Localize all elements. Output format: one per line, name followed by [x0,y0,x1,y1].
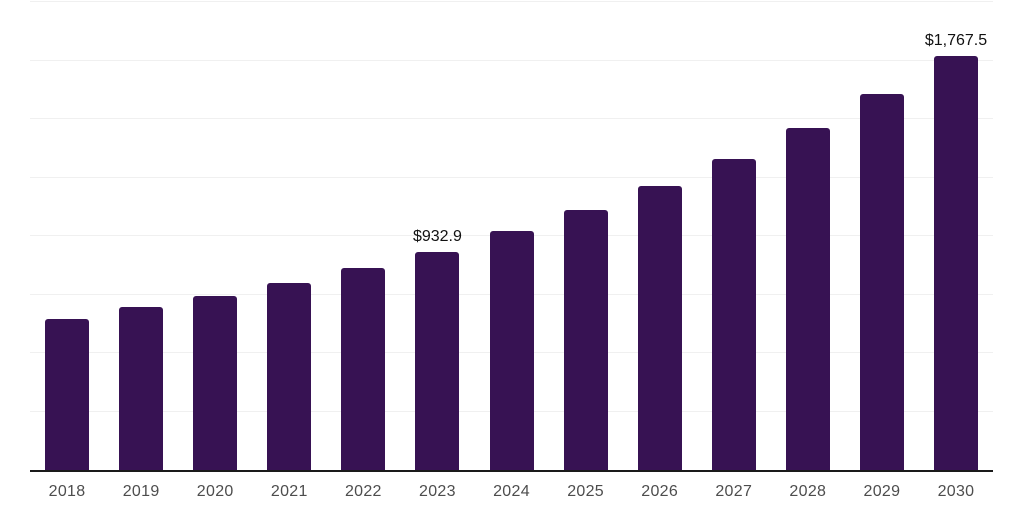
x-tick-2023: 2023 [419,483,456,500]
bar-2024 [489,231,534,470]
bar-2023 [415,251,460,470]
gridline [30,1,993,2]
bar-group-2030: $1,767.5 [919,2,993,470]
bar-2018 [45,319,90,470]
bar-2030 [933,56,978,470]
plot-area: $932.9 $1,767.5 [30,1,993,472]
bar-2027 [711,159,756,470]
bar-group-2024 [474,2,548,470]
bar-2025 [563,210,608,470]
bar-2021 [267,282,312,470]
bar-2028 [785,128,830,470]
bar-group-2029 [845,2,919,470]
bar-2026 [637,185,682,470]
bar-group-2022 [326,2,400,470]
x-tick-2029: 2029 [863,483,901,500]
x-axis-labels: 2018 2019 2020 2021 2022 2023 2024 2025 2026 2027… [30,482,993,501]
bar-value-label-2030: $1,767.5 [924,32,988,50]
x-tick-2026: 2026 [641,483,679,500]
bar-2029 [859,93,904,470]
bar-group-2019 [104,2,178,470]
gridline [30,176,993,178]
bar-group-2023: $932.9 [400,2,474,470]
bar-group-2018 [30,2,104,470]
x-tick-2019: 2019 [122,483,160,500]
bar-group-2025 [549,2,623,470]
bar-group-2021 [252,2,326,470]
bar-group-2027 [697,2,771,470]
x-tick-2028: 2028 [789,483,827,500]
x-tick-2024: 2024 [493,483,530,500]
bar-group-2028 [771,2,845,470]
bar-group-2026 [623,2,697,470]
gridline [30,59,993,61]
x-tick-2030: 2030 [937,483,975,500]
bar-2022 [341,267,386,470]
x-tick-2027: 2027 [715,483,753,500]
bar-2020 [193,295,238,470]
bars-container: $932.9 $1,767.5 [30,2,993,470]
x-tick-2021: 2021 [270,483,308,500]
bar-value-label-2023: $932.9 [412,227,462,245]
x-tick-2020: 2020 [196,483,234,500]
x-tick-2018: 2018 [48,483,86,500]
gridline [30,118,993,119]
bar-group-2020 [178,2,252,470]
x-tick-2022: 2022 [344,483,382,500]
bar-2019 [119,307,164,470]
x-tick-2025: 2025 [567,483,604,500]
